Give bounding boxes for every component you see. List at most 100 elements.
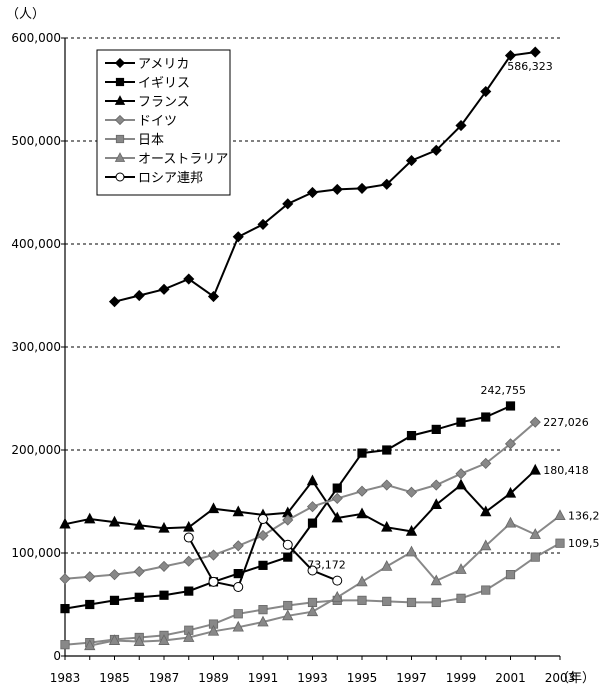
data-point <box>108 296 121 308</box>
data-point <box>258 605 268 615</box>
data-label: 227,026 <box>543 416 589 429</box>
data-point <box>115 77 125 87</box>
data-point <box>207 290 220 303</box>
data-point <box>356 507 368 519</box>
series-4 <box>59 416 541 585</box>
data-point <box>183 273 195 285</box>
data-point <box>306 186 319 199</box>
data-point <box>455 478 467 490</box>
data-point <box>455 119 467 132</box>
data-point <box>183 520 195 532</box>
data-point <box>381 479 393 491</box>
data-point <box>232 505 244 517</box>
data-point <box>504 49 517 62</box>
data-point <box>331 511 343 523</box>
data-label: 242,755 <box>481 384 527 397</box>
data-point <box>85 599 95 610</box>
data-point <box>114 57 126 69</box>
data-point <box>405 155 418 167</box>
data-point <box>331 492 343 504</box>
data-point <box>108 515 121 527</box>
data-point <box>405 545 418 557</box>
series-line <box>114 51 536 303</box>
data-label: 586,323 <box>507 60 553 73</box>
gridlines <box>65 37 560 554</box>
legend-label: ロシア連邦 <box>138 171 203 186</box>
y-tick-label: 200,000 <box>11 443 61 457</box>
x-axis-unit: （年） <box>556 671 595 686</box>
data-point <box>529 416 541 428</box>
data-point <box>480 505 492 517</box>
data-point <box>504 516 517 528</box>
data-point <box>60 604 70 614</box>
data-point <box>332 575 343 586</box>
x-tick-label: 1985 <box>99 671 130 685</box>
x-tick-label: 1991 <box>248 671 279 685</box>
data-point <box>431 424 441 435</box>
data-point <box>357 448 367 458</box>
data-point <box>332 483 342 493</box>
data-point <box>505 570 516 580</box>
data-point <box>405 525 418 536</box>
data-point <box>133 565 145 578</box>
data-point <box>455 468 467 480</box>
data-point <box>283 600 293 611</box>
data-point <box>257 615 269 627</box>
legend-label: 日本 <box>138 133 164 148</box>
data-point <box>307 565 318 576</box>
data-point <box>481 412 491 422</box>
data-point <box>133 289 145 302</box>
data-point <box>159 590 169 600</box>
data-point <box>114 152 126 162</box>
legend-label: ドイツ <box>138 114 177 129</box>
data-point <box>529 463 541 475</box>
series-1 <box>108 46 541 308</box>
data-point <box>84 571 96 583</box>
data-point <box>456 417 466 427</box>
data-point <box>356 575 368 587</box>
y-tick-labels: 0 100,000 200,000 300,000 400,000 500,000 600,… <box>11 31 61 663</box>
x-tick-labels: 1983 1985 1987 1989 1991 1993 1995 1997 1999 2001… <box>50 671 576 685</box>
x-tick-label: 1983 <box>50 671 81 685</box>
data-point <box>115 134 125 144</box>
x-tick-label: 1989 <box>198 671 229 685</box>
data-point <box>183 631 195 642</box>
data-point <box>430 574 442 586</box>
data-point <box>282 198 294 210</box>
data-point <box>84 639 96 651</box>
data-point <box>134 592 144 602</box>
data-point <box>207 549 220 561</box>
data-point <box>158 634 170 645</box>
data-point <box>480 457 492 469</box>
data-point <box>158 283 170 295</box>
data-point <box>529 528 541 539</box>
data-point <box>258 560 268 570</box>
data-point <box>283 552 293 562</box>
series-line <box>64 421 536 580</box>
data-point <box>59 573 71 585</box>
data-point <box>306 501 319 513</box>
data-label: 73,172 <box>307 559 346 572</box>
data-point <box>381 520 393 532</box>
data-point <box>59 517 71 529</box>
data-point <box>183 532 194 543</box>
data-point <box>232 231 244 243</box>
data-point <box>481 585 491 595</box>
series-7 <box>183 514 343 592</box>
data-point <box>84 512 96 524</box>
x-tick-label: 1997 <box>396 671 427 685</box>
data-point <box>480 539 492 551</box>
data-point <box>282 609 294 621</box>
data-point <box>331 590 343 602</box>
y-tick-label: 500,000 <box>11 134 61 148</box>
series-line <box>64 469 536 533</box>
legend-label: フランス <box>138 95 190 110</box>
data-point <box>108 569 121 581</box>
data-point <box>480 85 492 98</box>
data-point <box>257 218 269 230</box>
data-point <box>530 552 540 562</box>
data-label: 136,252 <box>568 510 600 523</box>
y-tick-label: 100,000 <box>11 546 61 560</box>
data-point <box>381 560 393 571</box>
